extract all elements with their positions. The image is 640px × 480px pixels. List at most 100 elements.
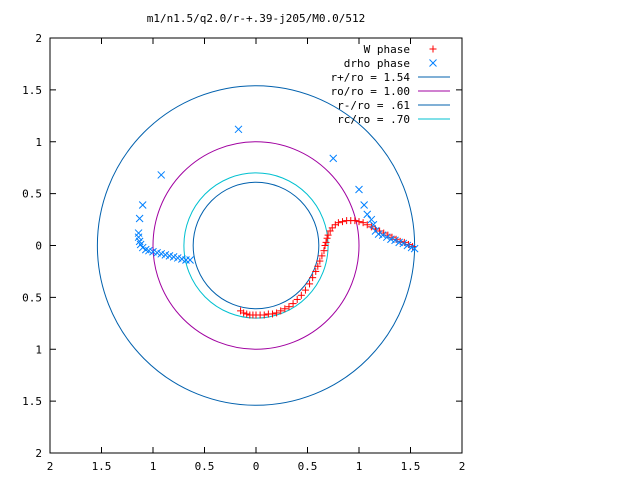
drho-phase-point — [135, 214, 144, 223]
drho-phase-point — [403, 241, 412, 250]
x-tick-label: 0.5 — [298, 460, 318, 473]
w-phase-point — [297, 291, 305, 299]
marker-stroke — [145, 246, 153, 255]
drho-phase-point — [369, 220, 378, 229]
drho-phase-point — [234, 125, 243, 134]
circle-curve — [152, 141, 360, 350]
y-tick-label: 1.5 — [22, 395, 42, 408]
w-phase-point — [323, 234, 331, 242]
marker-stroke — [407, 243, 416, 252]
marker-stroke — [360, 201, 369, 209]
y-tick-label: 2 — [35, 447, 42, 460]
marker-stroke — [186, 256, 194, 264]
marker-stroke — [395, 238, 404, 247]
marker-stroke — [369, 220, 378, 229]
drho-phase-point — [329, 154, 338, 163]
drho-phase-point — [410, 244, 419, 253]
drho-phase-point — [363, 210, 372, 219]
w-phase-point — [380, 229, 388, 237]
marker-stroke — [157, 171, 166, 179]
legend-label: r-/ro = .61 — [337, 99, 410, 112]
w-phase-point — [324, 231, 332, 239]
drho-phase-point — [399, 239, 408, 248]
legend-label: drho phase — [344, 57, 410, 70]
drho-phase-point — [391, 236, 399, 245]
w-phase-point — [334, 219, 342, 227]
x-tick-label: 1 — [356, 460, 363, 473]
y-tick-label: 1.5 — [22, 84, 42, 97]
w-phase-point — [273, 309, 281, 317]
w-phase-point — [306, 280, 314, 288]
legend-marker — [429, 59, 437, 67]
y-tick-label: 0.5 — [22, 291, 42, 304]
marker-stroke — [169, 253, 178, 261]
w-phase-point — [328, 224, 336, 232]
w-phase-point — [359, 219, 367, 227]
w-phase-point — [351, 217, 359, 225]
marker-stroke — [135, 214, 144, 223]
marker-stroke — [387, 235, 395, 244]
legend-label: W phase — [364, 43, 410, 56]
marker-stroke — [134, 233, 143, 242]
w-phase-point — [312, 267, 320, 275]
marker-stroke — [410, 244, 419, 253]
w-phase-point — [285, 303, 293, 311]
marker-stroke — [378, 231, 387, 239]
drho-phase-point — [138, 201, 147, 209]
w-phase-point — [260, 311, 268, 319]
circle-curve — [183, 172, 329, 319]
chart-title: m1/n1.5/q2.0/r-+.39-j205/M0.0/512 — [147, 12, 366, 25]
marker-stroke — [165, 252, 174, 260]
drho-phase-point — [378, 231, 387, 239]
legend-label: ro/ro = 1.00 — [331, 85, 410, 98]
y-tick-label: 1 — [35, 136, 42, 149]
x-tick-label: 1.5 — [92, 460, 112, 473]
y-tick-label: 1 — [35, 343, 42, 356]
marker-stroke — [363, 210, 372, 219]
marker-stroke — [141, 245, 150, 254]
w-phase-point — [320, 247, 328, 255]
marker-stroke — [234, 125, 243, 134]
legend-label: rc/ro = .70 — [337, 113, 410, 126]
drho-phase-point — [355, 185, 363, 194]
w-phase-point — [363, 221, 371, 229]
circle-curve — [96, 85, 416, 406]
marker-stroke — [161, 250, 170, 259]
w-phase-point — [355, 218, 363, 226]
w-phase-point — [268, 310, 276, 318]
marker-stroke — [153, 248, 161, 257]
drho-phase-point — [382, 233, 391, 242]
marker-stroke — [136, 240, 145, 249]
marker-stroke — [138, 243, 147, 252]
w-phase-point — [318, 252, 326, 260]
w-phase-point — [277, 307, 285, 315]
x-tick-label: 2 — [47, 460, 54, 473]
w-phase-point — [293, 295, 301, 303]
x-tick-label: 2 — [459, 460, 466, 473]
w-phase-point — [384, 231, 392, 239]
marker-stroke — [135, 237, 144, 246]
marker-stroke — [403, 241, 412, 250]
y-tick-label: 2 — [35, 32, 42, 45]
circle-curve — [192, 181, 320, 310]
marker-stroke — [391, 236, 399, 245]
w-phase-point — [314, 262, 322, 270]
y-tick-label: 0 — [35, 240, 42, 253]
marker-stroke — [149, 247, 157, 256]
w-phase-point — [339, 218, 347, 226]
marker-stroke — [355, 185, 363, 194]
w-phase-point — [309, 274, 317, 282]
marker-stroke — [138, 201, 147, 209]
marker-stroke — [374, 230, 383, 238]
drho-phase-point — [186, 256, 194, 264]
marker-stroke — [329, 154, 338, 163]
drho-phase-point — [360, 201, 369, 209]
x-tick-label: 0 — [253, 460, 260, 473]
x-tick-label: 1.5 — [401, 460, 421, 473]
w-phase-point — [301, 286, 309, 294]
w-phase-point — [316, 257, 324, 265]
marker-stroke — [177, 255, 186, 263]
marker-stroke — [382, 233, 391, 242]
x-tick-label: 1 — [150, 460, 157, 473]
